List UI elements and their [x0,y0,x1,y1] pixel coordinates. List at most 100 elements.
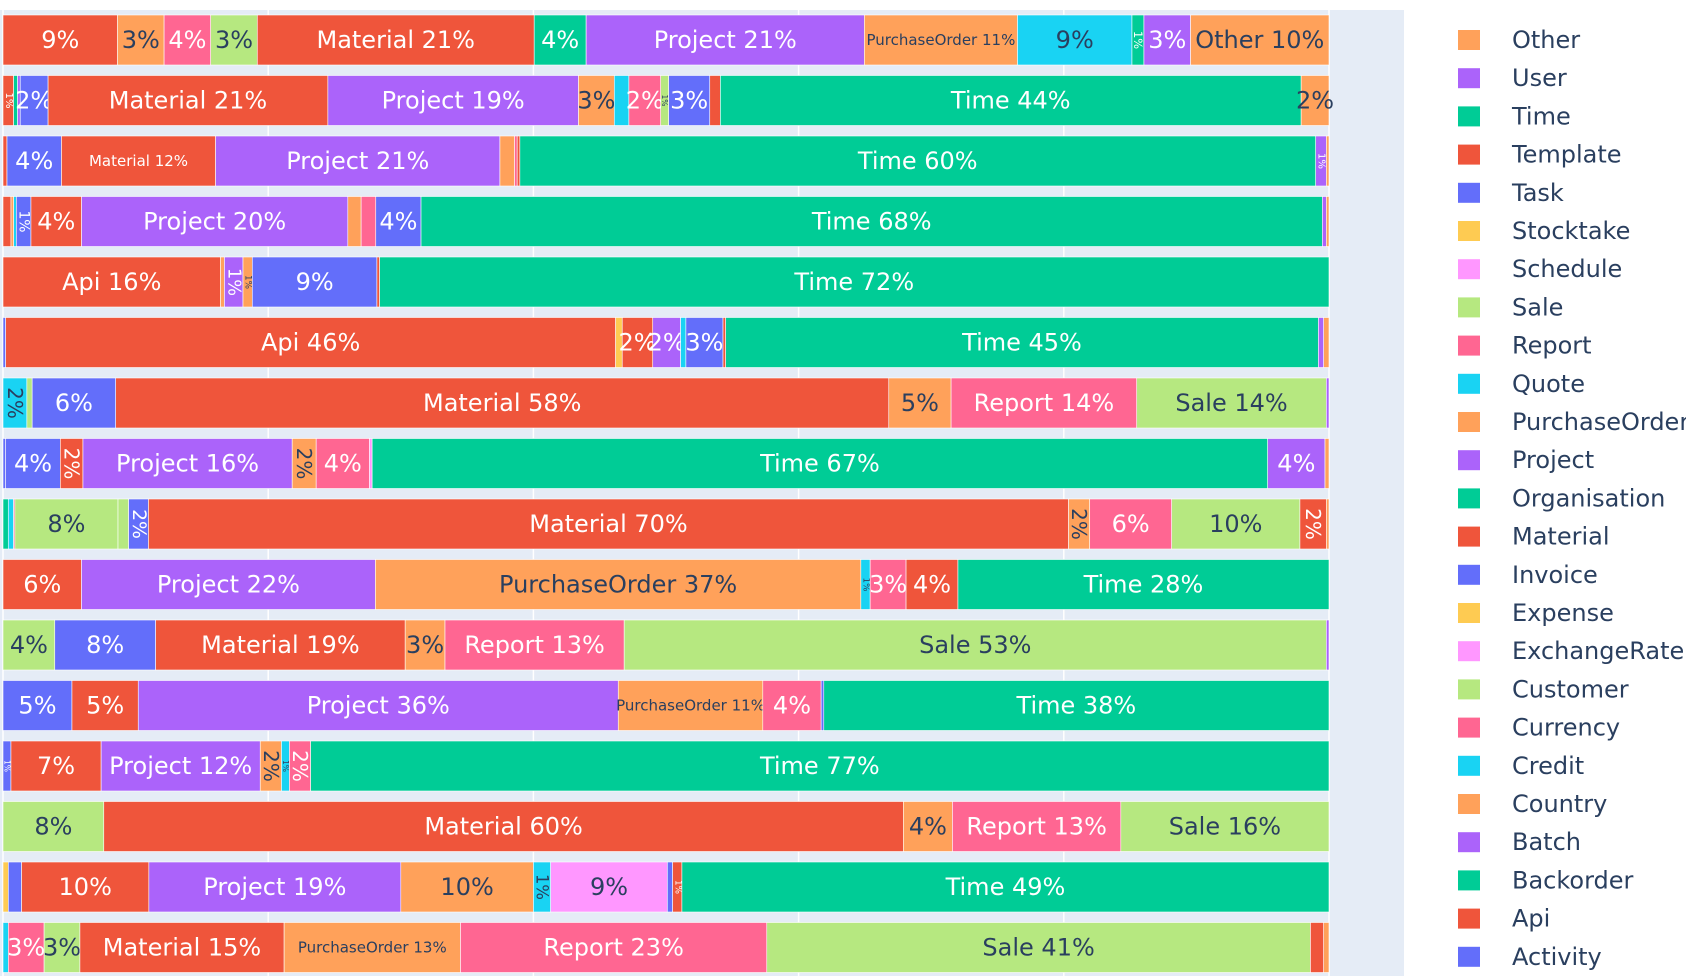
bar-segment-material[interactable] [621,317,654,368]
bar-segment-activity[interactable] [2,680,73,731]
bar-segment-report[interactable] [360,196,377,247]
bar-segment-user[interactable] [1326,619,1330,671]
bar-segment-other[interactable] [1326,196,1330,247]
bar-segment-report[interactable] [950,377,1138,429]
legend-item-batch[interactable]: Batch [1458,828,1581,856]
bar-segment-other[interactable] [1326,135,1330,187]
bar-segment-report[interactable] [460,922,768,973]
bar-segment-other[interactable] [1323,922,1330,973]
bar-segment-task[interactable] [685,317,724,368]
bar-segment-material[interactable] [2,559,82,610]
legend-item-report[interactable]: Report [1458,332,1592,360]
bar-segment-report[interactable] [1089,498,1172,550]
bar-segment-task[interactable] [251,256,378,308]
bar-segment-purchaseorder[interactable] [499,135,515,187]
legend-item-schedule[interactable]: Schedule [1458,255,1622,283]
legend-item-material[interactable]: Material [1458,523,1610,551]
bar-segment-report[interactable] [952,801,1122,852]
bar-segment-api[interactable] [10,740,102,792]
legend-item-credit[interactable]: Credit [1458,752,1584,780]
legend-item-api[interactable]: Api [1458,905,1550,933]
bar-segment-expense[interactable] [2,861,9,913]
bar-segment-user[interactable] [1143,14,1191,66]
bar-segment-template[interactable] [905,559,959,610]
bar-segment-template[interactable] [1310,922,1324,973]
bar-segment-material[interactable] [103,801,904,852]
bar-segment-material[interactable] [256,14,535,66]
legend-item-activity[interactable]: Activity [1458,943,1602,971]
bar-segment-customer[interactable] [2,801,105,852]
legend-item-quote[interactable]: Quote [1458,370,1585,398]
legend-item-currency[interactable]: Currency [1458,714,1620,742]
bar-segment-material[interactable] [79,922,285,973]
legend-item-exchangerate[interactable]: ExchangeRate [1458,637,1684,665]
bar-segment-material[interactable] [30,196,82,247]
bar-segment-purchaseorder[interactable] [347,196,362,247]
bar-segment-sale[interactable] [1171,498,1301,550]
bar-segment-customer[interactable] [14,498,119,550]
bar-segment-invoice[interactable] [54,619,156,671]
legend-item-country[interactable]: Country [1458,790,1607,818]
bar-segment-country[interactable] [117,14,165,66]
bar-segment-purchaseorder[interactable] [375,559,862,610]
bar-segment-template[interactable] [722,317,726,368]
bar-segment-customer[interactable] [2,619,56,671]
bar-segment-sale[interactable] [766,922,1311,973]
bar-segment-project[interactable] [100,740,261,792]
bar-segment-purchaseorder[interactable] [864,14,1018,66]
bar-segment-api[interactable] [2,196,12,247]
bar-segment-customer[interactable] [210,14,258,66]
bar-segment-time[interactable] [823,680,1330,731]
bar-segment-schedule[interactable] [369,438,373,489]
legend[interactable]: Other User Time Template Task Stocktake Schedu… [1458,26,1686,971]
bar-segment-time[interactable] [379,256,1330,308]
bar-segment-project[interactable] [585,14,865,66]
legend-item-template[interactable]: Template [1458,141,1622,169]
bar-segment-user[interactable] [1318,317,1324,368]
legend-item-stocktake[interactable]: Stocktake [1458,217,1630,245]
bar-segment-template[interactable] [516,135,521,187]
legend-item-user[interactable]: User [1458,64,1567,92]
bar-segment-other[interactable] [1324,438,1330,489]
bar-segment-time[interactable] [681,861,1330,913]
legend-item-time[interactable]: Time [1458,102,1571,130]
bar-segment-user[interactable] [1326,377,1330,429]
bar-segment-sale[interactable] [1120,801,1330,852]
legend-item-expense[interactable]: Expense [1458,599,1614,627]
bar-segment-purchaseorder[interactable] [400,861,534,913]
bar-segment-time[interactable] [519,135,1317,187]
bar-segment-report[interactable] [762,680,822,731]
bar-segment-project[interactable] [652,317,681,368]
bar-segment-other[interactable] [1190,14,1330,66]
legend-item-sale[interactable]: Sale [1458,293,1563,321]
bar-segment-purchaseorder[interactable] [617,680,764,731]
bar-segment-time[interactable] [957,559,1330,610]
bar-segment-backorder[interactable] [2,498,9,550]
bar-segment-template[interactable] [1299,498,1327,550]
bar-segment-quote[interactable] [1017,14,1133,66]
bar-segment-report[interactable] [315,438,370,489]
bar-segment-time[interactable] [420,196,1323,247]
bar-segment-project[interactable] [81,559,376,610]
bar-segment-report[interactable] [514,135,518,187]
bar-segment-other[interactable] [1326,498,1330,550]
bar-segment-activity[interactable] [2,438,6,489]
legend-item-invoice[interactable]: Invoice [1458,561,1598,589]
bar-segment-material[interactable] [61,135,216,187]
bar-segment-material[interactable] [47,75,329,126]
bar-segment-user[interactable] [1322,196,1327,247]
bar-segment-template[interactable] [376,256,380,308]
bar-segment-purchaseorder[interactable] [404,619,446,671]
bar-segment-customer[interactable] [117,498,129,550]
bar-segment-api[interactable] [71,680,139,731]
bar-segment-purchaseorder[interactable] [283,922,461,973]
bar-segment-template[interactable] [709,75,721,126]
bar-segment-other[interactable] [1300,75,1330,126]
bar-segment-project[interactable] [137,680,619,731]
bar-segment-time[interactable] [310,740,1330,792]
bar-segment-project[interactable] [327,75,579,126]
bar-segment-invoice[interactable] [31,377,117,429]
bar-segment-user[interactable] [1267,438,1326,489]
legend-item-customer[interactable]: Customer [1458,675,1629,703]
bar-segment-report[interactable] [444,619,625,671]
